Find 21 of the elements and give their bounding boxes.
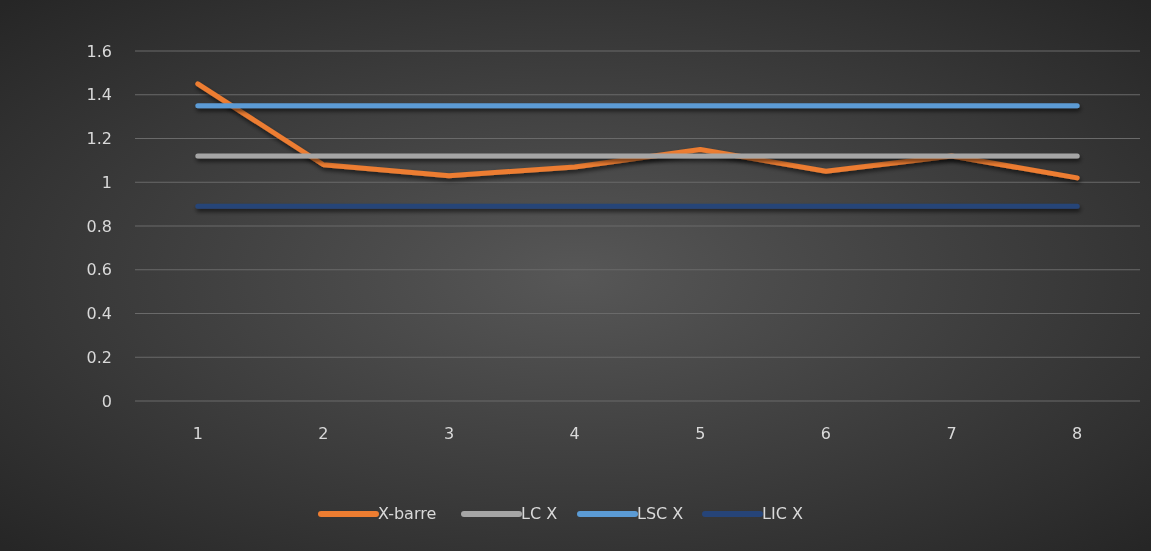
x-tick-label: 6 bbox=[820, 424, 832, 443]
y-tick-label: 1.4 bbox=[86, 85, 112, 105]
legend-label: LC X bbox=[521, 504, 558, 523]
x-tick-label: 1 bbox=[192, 424, 203, 443]
x-tick-label: 5 bbox=[695, 424, 706, 443]
x-tick-label: 2 bbox=[318, 424, 329, 443]
x-tick-label: 4 bbox=[569, 424, 580, 443]
x-tick-label: 8 bbox=[1072, 424, 1083, 443]
y-tick-label: 1.2 bbox=[86, 129, 112, 149]
y-tick-label: 0.4 bbox=[86, 304, 112, 324]
y-tick-label: 0 bbox=[101, 391, 112, 411]
x-tick-label: 3 bbox=[443, 424, 455, 443]
x-tick-label: 7 bbox=[946, 424, 957, 443]
y-tick-label: 0.8 bbox=[86, 216, 112, 236]
legend-label: X-barre bbox=[378, 504, 437, 523]
y-tick-label: 0.2 bbox=[86, 347, 112, 367]
legend-label: LIC X bbox=[762, 504, 803, 523]
y-tick-label: 1 bbox=[101, 172, 112, 192]
y-tick-label: 0.6 bbox=[86, 260, 112, 280]
y-tick-label: 1.6 bbox=[86, 41, 112, 61]
legend-label: LSC X bbox=[637, 504, 684, 523]
